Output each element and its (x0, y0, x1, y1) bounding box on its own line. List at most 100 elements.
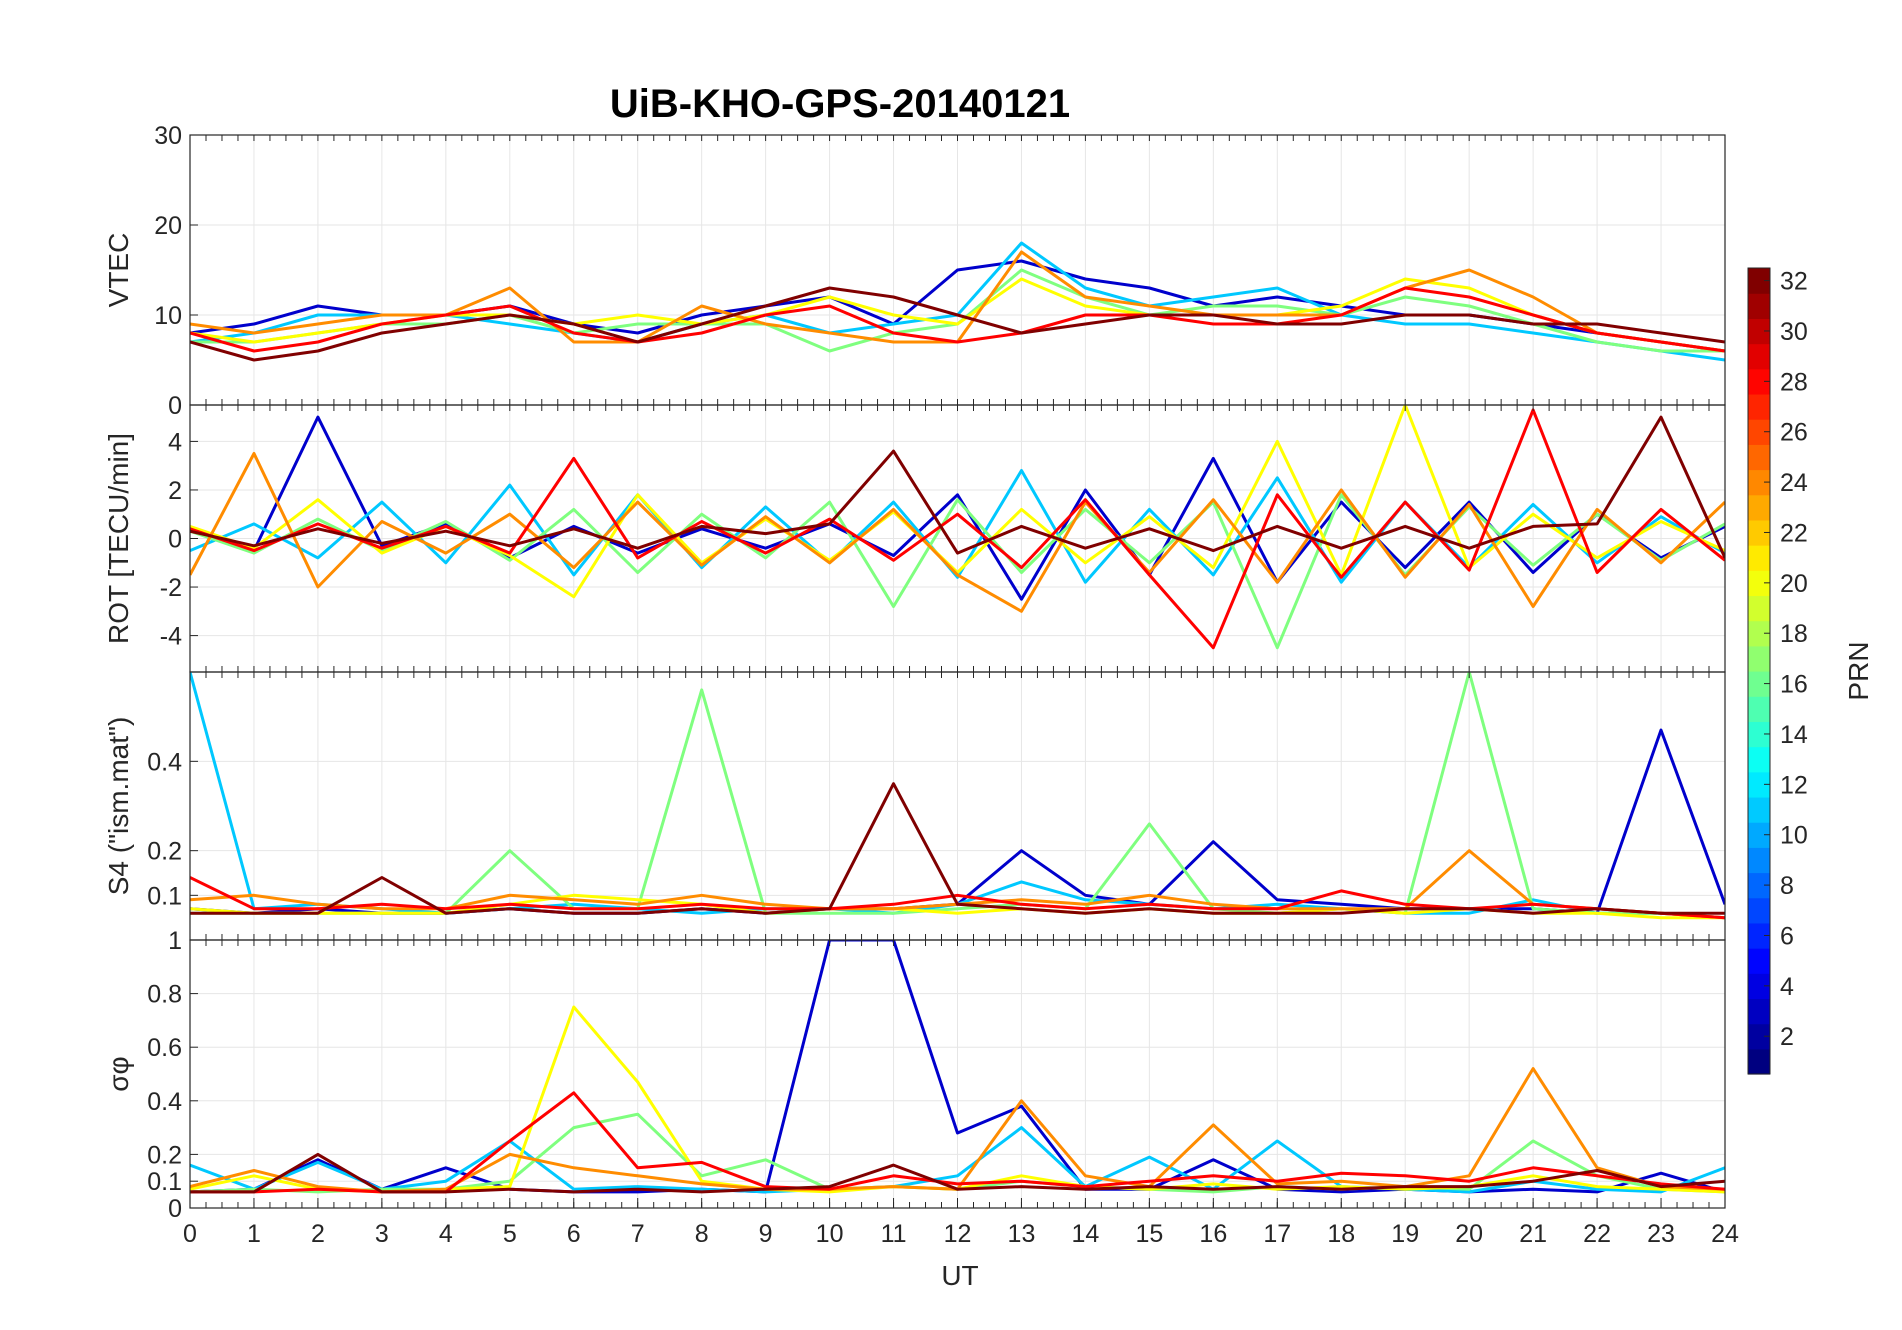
x-tick-label: 7 (631, 1220, 645, 1248)
x-axis: 0 1 2 3 4 5 6 7 8 9 10 11 12 13 14 15 16 17 18 19 20 21 22 23 24 (183, 1198, 1739, 1248)
series-line-5 (190, 452, 1725, 613)
y-axis-label: σφ (103, 1056, 134, 1091)
y-tick-label: 0.4 (147, 748, 182, 776)
x-tick-label: 4 (439, 1220, 453, 1248)
y-tick-label: -4 (160, 623, 182, 651)
x-tick-label: 14 (1072, 1220, 1100, 1248)
colorbar-swatch (1748, 721, 1770, 748)
chart-title: UiB-KHO-GPS-20140121 (610, 82, 1070, 126)
x-tick-label: 22 (1583, 1220, 1611, 1248)
colorbar-swatch (1748, 1048, 1770, 1075)
series-group (190, 405, 1725, 650)
colorbar-swatch (1748, 922, 1770, 949)
colorbar-swatch (1748, 318, 1770, 345)
colorbar-tick-label: 22 (1780, 519, 1808, 547)
colorbar-swatch (1748, 368, 1770, 395)
x-tick-label: 16 (1199, 1220, 1227, 1248)
colorbar-swatch (1748, 343, 1770, 370)
colorbar-swatch (1748, 545, 1770, 571)
colorbar-tick-label: 20 (1780, 570, 1808, 598)
colorbar-tick-label: 8 (1780, 872, 1794, 900)
y-tick-label: -2 (160, 574, 182, 602)
y-tick-label: 0 (168, 1195, 182, 1223)
x-tick-label: 17 (1263, 1220, 1291, 1248)
colorbar-swatch (1748, 696, 1770, 722)
y-tick-label: 10 (154, 302, 182, 330)
colorbar-swatch (1748, 419, 1770, 445)
colorbar-swatch (1748, 671, 1770, 697)
x-tick-label: 3 (375, 1220, 389, 1248)
panel-3: 0.1 0.2 0.4 S4 ("ism.mat") (103, 671, 1726, 941)
colorbar-tick-label: 32 (1780, 268, 1808, 296)
panel-2: -4 -2 0 2 4 ROT [TECU/min] (103, 404, 1726, 673)
colorbar-swatch (1748, 746, 1770, 773)
panel-4: 00.10.2 0.4 0.6 0.8 1 σφ (103, 927, 1726, 1223)
y-tick-label: 0 (168, 392, 182, 420)
series-line-1 (190, 415, 1725, 601)
y-tick-label: 0.2 (147, 1141, 182, 1169)
colorbar-swatch (1748, 268, 1770, 294)
colorbar-swatch (1748, 897, 1770, 924)
y-tick-label: 20 (154, 212, 182, 240)
colorbar-tick-label: 16 (1780, 671, 1808, 699)
x-axis-label: UT (941, 1260, 978, 1291)
colorbar-swatch (1748, 998, 1770, 1025)
series-line-7 (190, 1152, 1725, 1194)
colorbar-swatch (1748, 847, 1770, 874)
series-group (190, 940, 1725, 1194)
colorbar-tick-label: 10 (1780, 822, 1808, 850)
colorbar-tick-label: 6 (1780, 922, 1794, 950)
y-axis-label: ROT [TECU/min] (103, 433, 134, 644)
colorbar-label: PRN (1843, 641, 1874, 700)
x-tick-label: 8 (695, 1220, 709, 1248)
series-group (190, 672, 1725, 920)
series-line-7 (190, 782, 1725, 915)
x-tick-label: 19 (1391, 1220, 1419, 1248)
y-tick-label: 30 (154, 122, 182, 150)
colorbar-tick-label: 28 (1780, 368, 1808, 396)
x-tick-label: 1 (247, 1220, 261, 1248)
x-tick-label: 10 (816, 1220, 844, 1248)
colorbar-frame (1747, 267, 1771, 1075)
x-tick-label: 2 (311, 1220, 325, 1248)
series-line-6 (190, 408, 1725, 650)
colorbar-swatch (1748, 822, 1770, 848)
colorbar-swatch (1748, 570, 1770, 597)
series-group (190, 241, 1725, 362)
colorbar-swatch (1748, 595, 1770, 622)
x-tick-label: 13 (1008, 1220, 1036, 1248)
colorbar-swatch (1748, 393, 1770, 420)
y-tick-label: 2 (168, 477, 182, 505)
x-tick-label: 11 (881, 1220, 907, 1248)
colorbar-tick-label: 30 (1780, 318, 1808, 346)
y-tick-label: 4 (168, 428, 182, 456)
series-line-6 (190, 286, 1725, 353)
colorbar-tick-label: 4 (1780, 973, 1794, 1001)
x-tick-label: 9 (759, 1220, 773, 1248)
x-tick-label: 6 (567, 1220, 581, 1248)
colorbar-tick-label: 2 (1780, 1023, 1794, 1051)
y-tick-label: 0.4 (147, 1088, 182, 1116)
x-tick-label: 15 (1135, 1220, 1163, 1248)
x-tick-label: 12 (944, 1220, 972, 1248)
colorbar-swatch (1748, 469, 1770, 496)
y-tick-label: 0.2 (147, 838, 182, 866)
x-tick-label: 5 (503, 1220, 517, 1248)
colorbar-swatch (1748, 293, 1770, 319)
x-tick-label: 21 (1519, 1220, 1547, 1248)
series-line-7 (190, 286, 1725, 362)
colorbar-swatch (1748, 948, 1770, 974)
y-axis-label: VTEC (103, 233, 134, 308)
colorbar-swatch (1748, 519, 1770, 546)
x-tick-label: 18 (1327, 1220, 1355, 1248)
x-tick-label: 23 (1647, 1220, 1675, 1248)
colorbar-swatch (1748, 620, 1770, 647)
series-line-2 (190, 1126, 1725, 1194)
colorbar-tick-label: 14 (1780, 721, 1808, 749)
colorbar-tick-label: 18 (1780, 620, 1808, 648)
colorbar-swatch (1748, 494, 1770, 521)
